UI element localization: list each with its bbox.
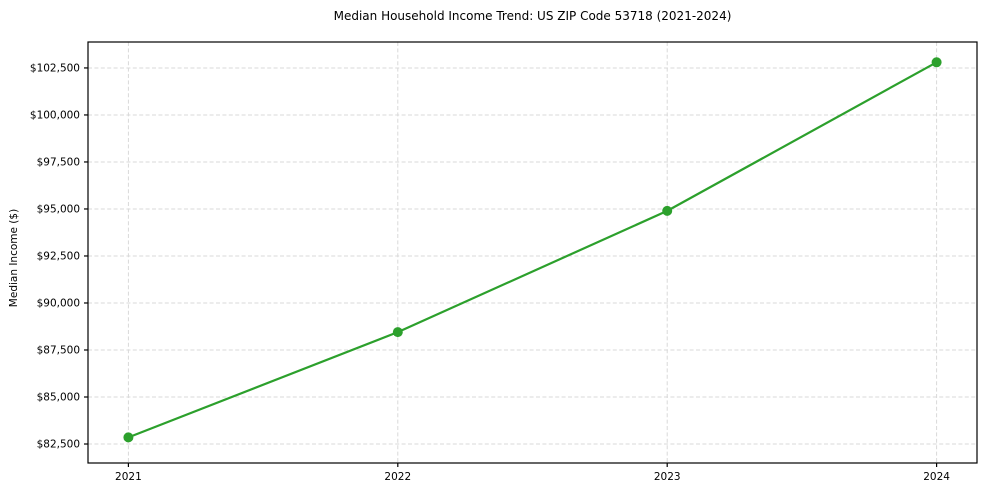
x-tick-label: 2022 xyxy=(384,471,411,483)
data-point xyxy=(931,57,942,68)
y-tick-label: $100,000 xyxy=(30,109,80,121)
y-tick-label: $95,000 xyxy=(37,203,80,215)
y-tick-label: $102,500 xyxy=(30,62,80,74)
plot-border xyxy=(87,41,978,464)
x-tick-label: 2024 xyxy=(923,471,950,483)
data-point xyxy=(392,327,403,338)
x-tick-label: 2023 xyxy=(654,471,681,483)
y-tick-label: $87,500 xyxy=(37,344,80,356)
series-line xyxy=(127,61,938,439)
y-tick-label: $90,000 xyxy=(37,297,80,309)
y-tick-label: $82,500 xyxy=(37,439,80,451)
y-tick-label: $97,500 xyxy=(37,156,80,168)
data-point xyxy=(662,205,673,216)
x-tick-label: 2021 xyxy=(115,471,142,483)
data-point xyxy=(123,432,134,443)
y-tick-label: $85,000 xyxy=(37,392,80,404)
y-tick-label: $92,500 xyxy=(37,250,80,262)
chart-title: Median Household Income Trend: US ZIP Co… xyxy=(333,9,732,23)
